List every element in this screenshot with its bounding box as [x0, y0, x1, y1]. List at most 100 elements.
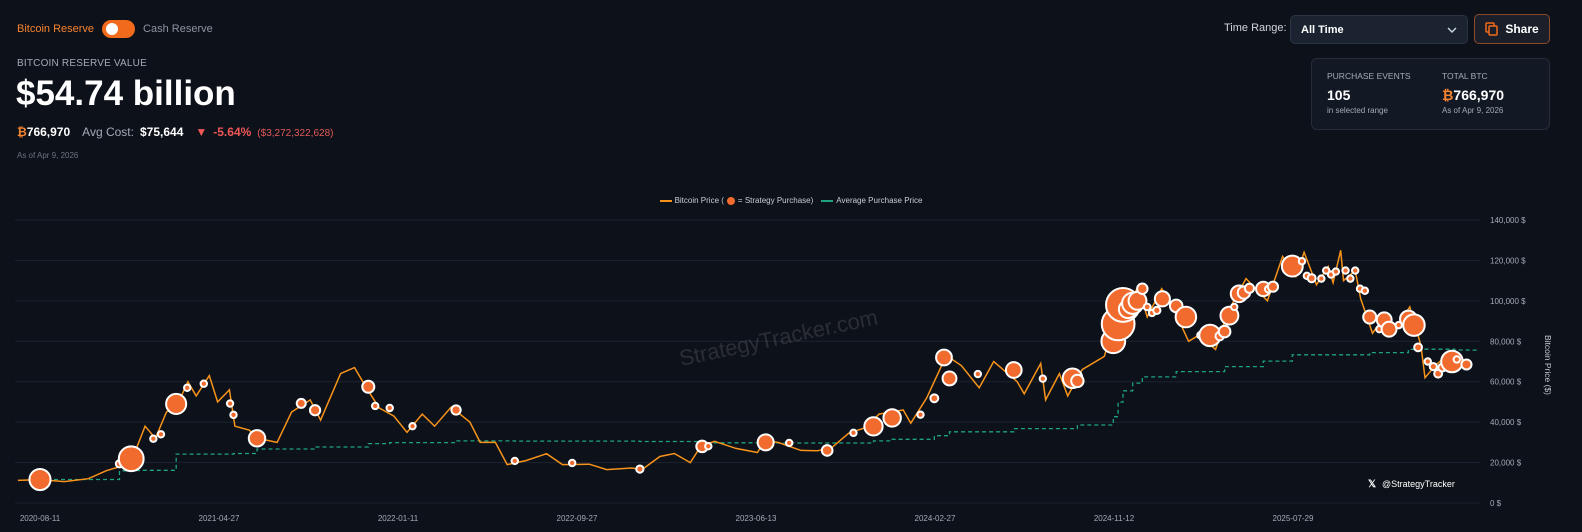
purchase-bubble[interactable] — [149, 434, 158, 443]
bitcoin-symbol-icon: ₿ — [1442, 87, 1454, 103]
purchase-bubble[interactable] — [361, 379, 376, 394]
purchase-bubble[interactable] — [199, 379, 208, 388]
purchase-bubble[interactable] — [1219, 305, 1240, 326]
purchase-bubble[interactable] — [1346, 274, 1355, 283]
purchase-bubble[interactable] — [156, 430, 166, 439]
change-absolute: ($3,272,322,628) — [257, 128, 334, 139]
purchase-bubble[interactable] — [1452, 355, 1461, 364]
purchase-events-value: 105 — [1327, 87, 1351, 103]
dashed-swatch-icon — [821, 199, 834, 202]
share-button[interactable]: Share — [1474, 14, 1550, 44]
purchase-bubble[interactable] — [929, 393, 940, 404]
purchase-bubble[interactable] — [247, 429, 267, 448]
purchase-bubble[interactable] — [183, 383, 192, 392]
line-swatch-icon — [659, 199, 672, 202]
purchase-bubble[interactable] — [117, 445, 145, 473]
purchase-bubble[interactable] — [1380, 320, 1398, 338]
purchase-events-stat: PURCHASE EVENTS 105 in selected range — [1327, 71, 1411, 115]
purchase-bubble[interactable] — [229, 410, 238, 420]
purchase-bubble[interactable] — [385, 403, 394, 413]
y-tick-label: 120,000 $ — [1490, 256, 1526, 265]
chart-legend: Bitcoin Price (= Strategy Purchase) Aver… — [0, 196, 1582, 205]
purchase-bubble[interactable] — [1004, 361, 1023, 379]
purchase-bubble[interactable] — [1306, 273, 1317, 284]
purchase-bubble[interactable] — [941, 370, 958, 387]
y-tick-label: 40,000 $ — [1490, 418, 1522, 427]
purchase-bubble[interactable] — [1266, 280, 1280, 293]
change-percent: -5.64% — [213, 125, 252, 139]
purchase-bubble[interactable] — [1230, 302, 1239, 312]
purchase-bubble[interactable] — [1362, 309, 1378, 325]
purchase-bubble[interactable] — [1423, 357, 1432, 366]
purchase-bubble[interactable] — [1174, 305, 1198, 329]
cash-reserve-label[interactable]: Cash Reserve — [143, 23, 213, 35]
purchase-bubble[interactable] — [635, 464, 645, 474]
reserve-toggle-group: Bitcoin Reserve Cash Reserve — [17, 20, 213, 38]
legend-price[interactable]: Bitcoin Price (= Strategy Purchase) — [659, 196, 813, 205]
purchase-bubble[interactable] — [370, 401, 380, 411]
purchase-bubble[interactable] — [408, 421, 417, 431]
purchase-bubble[interactable] — [510, 456, 519, 466]
purchase-bubble[interactable] — [1070, 373, 1085, 389]
purchase-bubble[interactable] — [1297, 257, 1307, 266]
x-tick-label: 2024-02-27 — [915, 514, 956, 523]
credit-handle: @StrategyTracker — [1382, 479, 1455, 489]
purchase-bubble[interactable] — [1136, 282, 1149, 295]
total-btc-value: 766,970 — [1453, 87, 1505, 103]
average-purchase-price-line — [40, 348, 1478, 481]
purchase-bubble[interactable] — [1038, 374, 1048, 383]
change-down-icon: ▼ — [195, 125, 208, 139]
purchase-bubble[interactable] — [1360, 286, 1370, 295]
purchase-bubble[interactable] — [1428, 361, 1438, 372]
purchase-bubble[interactable] — [28, 468, 52, 492]
purchase-bubble[interactable] — [1153, 290, 1171, 308]
purchase-bubble[interactable] — [704, 441, 713, 451]
total-btc-sub: As of Apr 9, 2026 — [1442, 106, 1504, 115]
bitcoin-reserve-label[interactable]: Bitcoin Reserve — [17, 23, 95, 35]
x-tick-label: 2021-04-27 — [199, 514, 240, 523]
y-tick-label: 0 $ — [1490, 499, 1502, 508]
time-range-select[interactable]: All Time — [1290, 15, 1468, 44]
credit[interactable]: 𝕏 @StrategyTracker — [1368, 479, 1455, 490]
purchase-bubble[interactable] — [308, 404, 322, 417]
purchase-bubble[interactable] — [1317, 274, 1326, 283]
copy-icon — [1485, 22, 1499, 36]
avg-cost-value: $75,644 — [139, 125, 184, 139]
purchase-bubble[interactable] — [1217, 324, 1232, 339]
purchase-bubble[interactable] — [863, 416, 884, 437]
purchase-bubble[interactable] — [1243, 282, 1256, 294]
purchase-bubble[interactable] — [973, 369, 983, 379]
purchase-bubble[interactable] — [295, 397, 307, 409]
purchase-bubble[interactable] — [1142, 302, 1152, 312]
time-range-label: Time Range: — [1224, 22, 1287, 34]
purchase-bubble[interactable] — [165, 392, 188, 415]
reserve-toggle-switch[interactable] — [102, 20, 136, 38]
purchase-bubble[interactable] — [1402, 313, 1426, 337]
purchase-bubble[interactable] — [1460, 358, 1473, 371]
y-axis-title: Bitcoin Price ($) — [1543, 335, 1553, 395]
purchase-bubble[interactable] — [567, 458, 577, 468]
reserve-value-title: BITCOIN RESERVE VALUE — [17, 58, 147, 69]
purchase-bubble[interactable] — [1413, 342, 1423, 353]
purchase-bubble[interactable] — [225, 399, 235, 408]
purchase-bubble[interactable] — [935, 348, 953, 367]
purchase-bubble[interactable] — [784, 438, 794, 448]
purchase-bubble[interactable] — [882, 408, 902, 428]
purchase-bubble[interactable] — [1341, 266, 1350, 275]
y-tick-label: 80,000 $ — [1490, 337, 1522, 346]
purchase-bubble[interactable] — [450, 404, 462, 416]
y-tick-label: 140,000 $ — [1490, 216, 1526, 225]
purchase-events-sub: in selected range — [1327, 106, 1388, 115]
x-tick-label: 2025-07-29 — [1273, 514, 1314, 523]
legend-avg[interactable]: Average Purchase Price — [821, 196, 922, 205]
purchase-bubble[interactable] — [916, 410, 925, 419]
purchase-bubble[interactable] — [1152, 305, 1162, 315]
purchase-bubble[interactable] — [849, 428, 858, 438]
reserve-summary-row: ₿766,970 Avg Cost: $75,644 ▼ -5.64% ($3,… — [17, 125, 333, 139]
purchase-bubble[interactable] — [820, 444, 834, 457]
purchase-bubble[interactable] — [756, 433, 775, 452]
purchase-bubble[interactable] — [1280, 254, 1304, 278]
purchase-bubble[interactable] — [1351, 266, 1360, 275]
purchase-bubble[interactable] — [1331, 267, 1341, 276]
